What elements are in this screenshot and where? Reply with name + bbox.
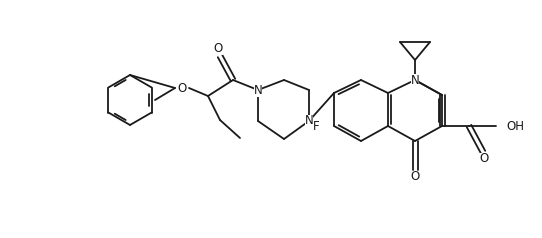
Text: OH: OH: [506, 119, 524, 133]
Text: N: N: [411, 74, 420, 86]
Text: F: F: [313, 119, 320, 133]
Text: O: O: [410, 170, 420, 183]
Text: O: O: [214, 41, 223, 55]
Text: O: O: [479, 153, 489, 165]
Text: N: N: [254, 84, 262, 96]
Text: N: N: [305, 114, 313, 128]
Text: O: O: [177, 81, 186, 94]
